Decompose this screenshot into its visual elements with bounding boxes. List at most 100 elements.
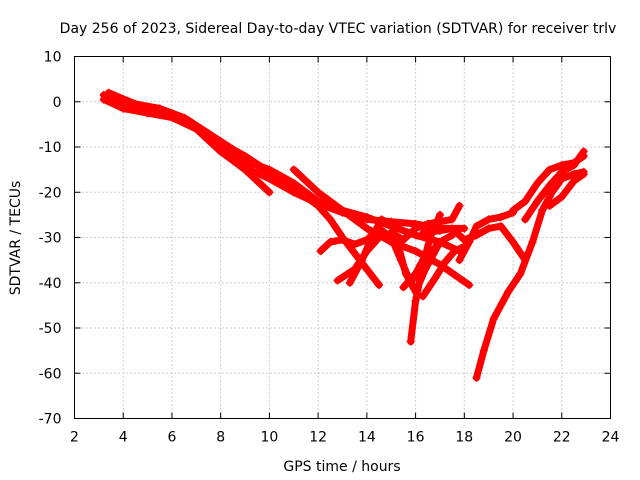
- data-point-marker: [309, 195, 318, 204]
- data-point-marker: [509, 206, 518, 215]
- data-point-marker: [104, 88, 113, 97]
- data-point-marker: [418, 292, 427, 301]
- y-axis: 10 0 -10 -20 -30 -40 -50 -60 -70: [39, 50, 611, 428]
- data-point-marker: [496, 213, 505, 222]
- data-point-marker: [545, 165, 554, 174]
- data-point-marker: [289, 188, 298, 197]
- data-point-marker: [460, 224, 469, 233]
- data-point-marker: [455, 201, 464, 210]
- data-point-marker: [411, 224, 420, 233]
- x-axis-label: GPS time / hours: [283, 459, 400, 475]
- data-point-marker: [289, 179, 298, 188]
- data-point-marker: [579, 147, 588, 156]
- data-point-marker: [394, 242, 403, 251]
- y-tick-label: -20: [39, 185, 62, 201]
- series-sat-q: [521, 147, 588, 224]
- data-point-marker: [265, 167, 274, 176]
- x-tick-label: 22: [553, 430, 571, 446]
- series-sat-r: [545, 170, 588, 210]
- data-point-marker: [375, 281, 384, 290]
- y-tick-label: -30: [39, 231, 62, 247]
- x-tick-label: 4: [119, 430, 128, 446]
- data-point-marker: [401, 269, 410, 278]
- y-axis-label: SDTVAR / TECUs: [8, 181, 24, 296]
- data-point-marker: [216, 147, 225, 156]
- data-point-marker: [448, 224, 457, 233]
- data-point-marker: [367, 233, 376, 242]
- data-point-marker: [338, 206, 347, 215]
- x-tick-label: 14: [358, 430, 376, 446]
- data-point-marker: [569, 176, 578, 185]
- data-point-marker: [533, 179, 542, 188]
- data-point-marker: [314, 188, 323, 197]
- data-point-marker: [472, 373, 481, 382]
- data-point-marker: [119, 102, 128, 111]
- series-trace: [473, 168, 588, 382]
- series-trace: [105, 89, 383, 289]
- data-point-marker: [472, 222, 481, 231]
- data-point-marker: [338, 235, 347, 244]
- data-point-marker: [557, 192, 566, 201]
- x-tick-label: 2: [70, 430, 79, 446]
- data-point-marker: [538, 206, 547, 215]
- data-point-marker: [496, 222, 505, 231]
- data-point-marker: [455, 256, 464, 265]
- data-point-marker: [411, 296, 420, 305]
- chart-title: Day 256 of 2023, Sidereal Day-to-day VTE…: [60, 21, 617, 37]
- data-point-marker: [357, 256, 366, 265]
- data-point-marker: [418, 260, 427, 269]
- data-point-marker: [216, 138, 225, 147]
- data-point-marker: [548, 188, 557, 197]
- data-point-marker: [326, 238, 335, 247]
- y-tick-label: -10: [39, 140, 62, 156]
- data-point-marker: [521, 197, 530, 206]
- data-series: [99, 88, 588, 382]
- data-point-marker: [289, 165, 298, 174]
- data-point-marker: [431, 274, 440, 283]
- x-tick-label: 18: [455, 430, 473, 446]
- data-point-marker: [99, 95, 108, 104]
- series-trace: [100, 96, 463, 255]
- series-trace: [546, 170, 588, 210]
- data-point-marker: [418, 228, 427, 237]
- data-point-marker: [509, 238, 518, 247]
- x-tick-label: 12: [309, 430, 327, 446]
- data-point-marker: [314, 199, 323, 208]
- data-point-marker: [516, 269, 525, 278]
- data-point-marker: [377, 215, 386, 224]
- data-point-marker: [448, 215, 457, 224]
- data-point-marker: [484, 215, 493, 224]
- series-trace: [521, 148, 588, 223]
- data-point-marker: [411, 247, 420, 256]
- data-point-marker: [557, 167, 566, 176]
- data-point-marker: [375, 233, 384, 242]
- y-tick-label: 0: [53, 95, 62, 111]
- data-point-marker: [362, 215, 371, 224]
- data-point-marker: [545, 201, 554, 210]
- data-point-marker: [143, 109, 152, 118]
- data-point-marker: [167, 111, 176, 120]
- data-point-marker: [406, 337, 415, 346]
- data-point-marker: [326, 215, 335, 224]
- data-point-marker: [533, 197, 542, 206]
- data-point-marker: [435, 210, 444, 219]
- data-point-marker: [362, 224, 371, 233]
- data-point-marker: [265, 188, 274, 197]
- y-tick-label: 10: [44, 50, 62, 66]
- data-point-marker: [440, 258, 449, 267]
- data-point-marker: [435, 226, 444, 235]
- data-point-marker: [579, 170, 588, 179]
- data-point-marker: [333, 276, 342, 285]
- data-point-marker: [479, 346, 488, 355]
- x-tick-label: 24: [602, 430, 620, 446]
- x-tick-label: 20: [504, 430, 522, 446]
- data-point-marker: [465, 281, 474, 290]
- data-point-marker: [241, 163, 250, 172]
- data-point-marker: [504, 287, 513, 296]
- series-trace: [455, 209, 517, 264]
- y-tick-label: -40: [39, 276, 62, 292]
- data-point-marker: [435, 238, 444, 247]
- data-point-marker: [399, 283, 408, 292]
- x-axis: 2 4 6 8 10 12 14 16 18 20 22 24: [70, 56, 620, 446]
